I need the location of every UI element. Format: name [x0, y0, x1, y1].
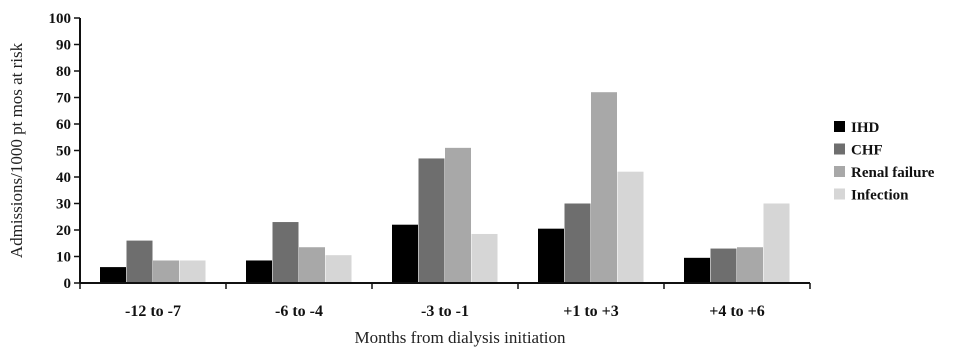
legend-label: Infection	[851, 188, 909, 204]
bar-renal-failure	[591, 92, 617, 283]
bar-renal-failure	[737, 247, 763, 283]
y-tick-label: 60	[56, 117, 71, 133]
legend-swatch	[834, 121, 845, 132]
bar-renal-failure	[153, 260, 179, 283]
legend: IHD CHF Renal failure Infection	[834, 120, 935, 204]
bar-infection	[179, 260, 206, 283]
bar-renal-failure	[445, 147, 471, 283]
x-axis: -12 to -7 -6 to -4 -3 to -1 +1 to +3 +4 to +…	[79, 282, 811, 320]
y-tick-label: 10	[56, 250, 71, 266]
bar-infection	[763, 203, 790, 283]
bars	[100, 92, 790, 283]
bar-renal-failure	[299, 247, 325, 283]
y-axis-title: Admissions/1000 pt mos at risk	[7, 42, 26, 258]
y-tick-label: 100	[49, 11, 72, 27]
y-tick-label: 0	[64, 276, 72, 292]
legend-swatch	[834, 166, 845, 177]
bar-ihd	[246, 260, 272, 283]
x-category-label: -3 to -1	[421, 303, 469, 320]
bar-infection	[471, 233, 498, 283]
bar-chf	[564, 203, 591, 283]
x-category-label: +1 to +3	[563, 303, 619, 320]
y-tick-label: 50	[56, 144, 71, 160]
y-tick-label: 20	[56, 223, 71, 239]
legend-swatch	[834, 188, 845, 200]
bar-infection	[325, 255, 352, 283]
bar-chf	[710, 248, 737, 283]
x-category-label: -12 to -7	[125, 303, 181, 320]
bar-ihd	[392, 224, 418, 283]
bar-ihd	[100, 267, 126, 283]
x-category-label: +4 to +6	[709, 303, 765, 320]
y-tick-label: 30	[56, 197, 71, 213]
legend-label: IHD	[851, 120, 880, 136]
x-category-label: -6 to -4	[275, 303, 323, 320]
bar-ihd	[684, 257, 710, 283]
y-axis: 0 10 20 30 40 50 60 70 80 90 100	[49, 11, 81, 292]
legend-label: CHF	[851, 143, 883, 159]
y-tick-label: 40	[56, 170, 71, 186]
x-axis-title: Months from dialysis initiation	[354, 328, 566, 347]
bar-ihd	[538, 228, 564, 283]
legend-swatch	[834, 143, 845, 155]
y-tick-label: 80	[56, 64, 71, 80]
y-tick-label: 70	[56, 91, 71, 107]
bar-chf	[418, 158, 445, 283]
bar-chf	[126, 240, 153, 283]
bar-infection	[617, 171, 644, 283]
bar-chf	[272, 222, 299, 283]
legend-label: Renal failure	[851, 165, 935, 181]
y-tick-label: 90	[56, 38, 71, 54]
